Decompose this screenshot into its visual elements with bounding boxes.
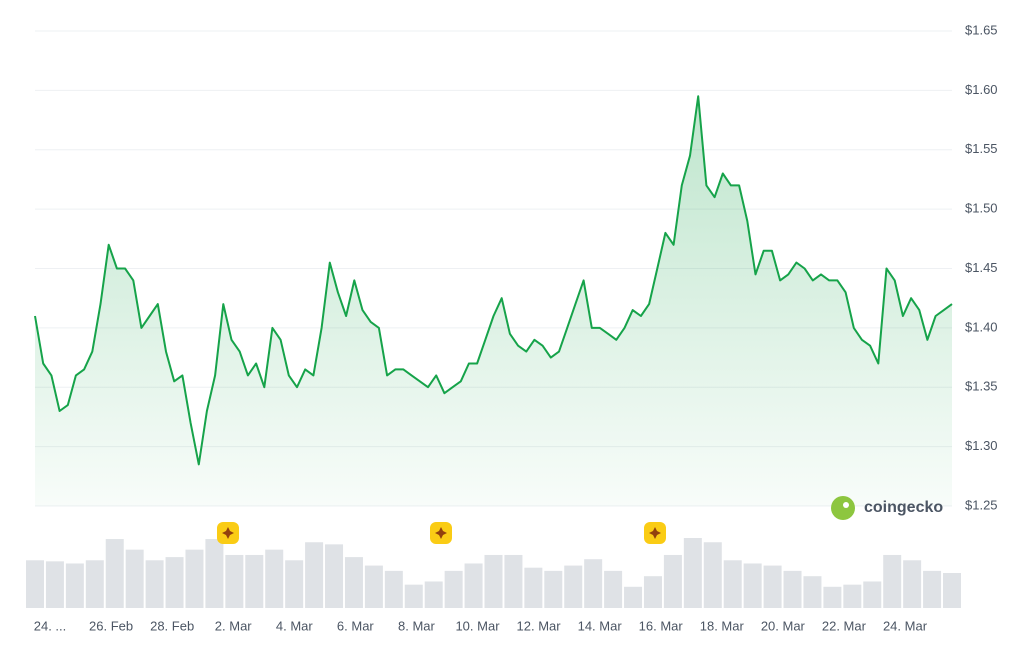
y-tick-label: $1.50 — [965, 201, 998, 216]
volume-bar — [65, 563, 84, 608]
brand-name: coingecko — [864, 499, 943, 516]
volume-bar — [823, 586, 842, 608]
brand-logo — [831, 496, 855, 520]
volume-bar — [743, 563, 762, 608]
volume-bar — [524, 567, 543, 608]
y-tick-label: $1.25 — [965, 497, 998, 512]
x-tick-label: 14. Mar — [578, 618, 623, 633]
x-tick-label: 20. Mar — [761, 618, 806, 633]
volume-bar — [225, 554, 244, 608]
x-tick-label: 10. Mar — [455, 618, 500, 633]
volume-bar — [943, 573, 961, 608]
volume-bar — [783, 570, 802, 608]
volume-bar — [245, 554, 264, 608]
y-tick-label: $1.35 — [965, 379, 998, 394]
volume-bar — [504, 554, 523, 608]
x-tick-label: 12. Mar — [517, 618, 562, 633]
brand-logo-eye — [843, 502, 849, 508]
volume-bar — [185, 549, 204, 608]
volume-bar — [105, 539, 124, 608]
volume-bar — [344, 557, 363, 608]
volume-bar — [464, 563, 483, 608]
volume-bar — [843, 584, 862, 608]
volume-bar — [85, 560, 104, 608]
y-tick-label: $1.65 — [965, 22, 998, 37]
brand: coingecko — [831, 496, 943, 520]
x-tick-label: 24. ... — [34, 618, 67, 633]
x-tick-label: 6. Mar — [337, 618, 375, 633]
volume-bar — [803, 576, 822, 608]
volume-bar — [125, 549, 144, 608]
volume-bar — [903, 560, 922, 608]
volume-bar — [205, 539, 224, 608]
volume-bar — [663, 554, 682, 608]
event-icon — [222, 527, 234, 539]
volume-bar — [923, 570, 942, 608]
volume-bar — [384, 570, 403, 608]
volume-bar — [265, 549, 284, 608]
x-tick-label: 4. Mar — [276, 618, 314, 633]
volume-bar — [444, 570, 463, 608]
volume-bar — [145, 560, 164, 608]
volume-bar — [285, 560, 304, 608]
x-tick-label: 24. Mar — [883, 618, 928, 633]
event-icon — [649, 527, 661, 539]
volume-bar — [863, 581, 882, 608]
plot — [26, 95, 961, 608]
x-tick-label: 16. Mar — [639, 618, 684, 633]
y-tick-label: $1.30 — [965, 438, 998, 453]
x-tick-label: 2. Mar — [215, 618, 253, 633]
volume-bar — [484, 554, 503, 608]
volume-bar — [624, 586, 643, 608]
event-icon — [435, 527, 447, 539]
volume-bar — [643, 576, 662, 608]
volume-bar — [584, 559, 603, 608]
volume-bar — [723, 560, 742, 608]
volume-bar — [364, 565, 383, 608]
y-tick-label: $1.40 — [965, 319, 998, 334]
volume-bar — [45, 561, 64, 608]
volume-bar — [325, 544, 344, 608]
y-tick-label: $1.45 — [965, 260, 998, 275]
grid: $1.25 $1.30 $1.35 $1.40 $1.45 $1.50 $1.55 $1.60… — [35, 22, 998, 512]
volume-bar — [544, 570, 563, 608]
x-tick-label: 18. Mar — [700, 618, 745, 633]
x-axis: 24. ... 26. Feb 28. Feb 2. Mar 4. Mar 6. Mar 8… — [34, 618, 928, 633]
volume-bar — [683, 538, 702, 608]
volume-bar — [564, 565, 583, 608]
x-tick-label: 26. Feb — [89, 618, 133, 633]
event-markers — [217, 522, 666, 544]
x-tick-label: 8. Mar — [398, 618, 436, 633]
volume-bar — [26, 560, 44, 608]
y-tick-label: $1.55 — [965, 141, 998, 156]
y-tick-label: $1.60 — [965, 82, 998, 97]
volume-bar — [763, 565, 782, 608]
volume-bar — [703, 542, 722, 608]
volume-bar — [424, 581, 443, 608]
price-line — [34, 95, 953, 466]
volume-bar — [305, 542, 324, 608]
volume-bar — [883, 554, 902, 608]
x-tick-label: 22. Mar — [822, 618, 867, 633]
price-area — [35, 96, 952, 507]
volume-bar — [604, 570, 623, 608]
volume-bar — [165, 557, 184, 608]
volume-bar — [404, 584, 423, 608]
x-tick-label: 28. Feb — [150, 618, 194, 633]
